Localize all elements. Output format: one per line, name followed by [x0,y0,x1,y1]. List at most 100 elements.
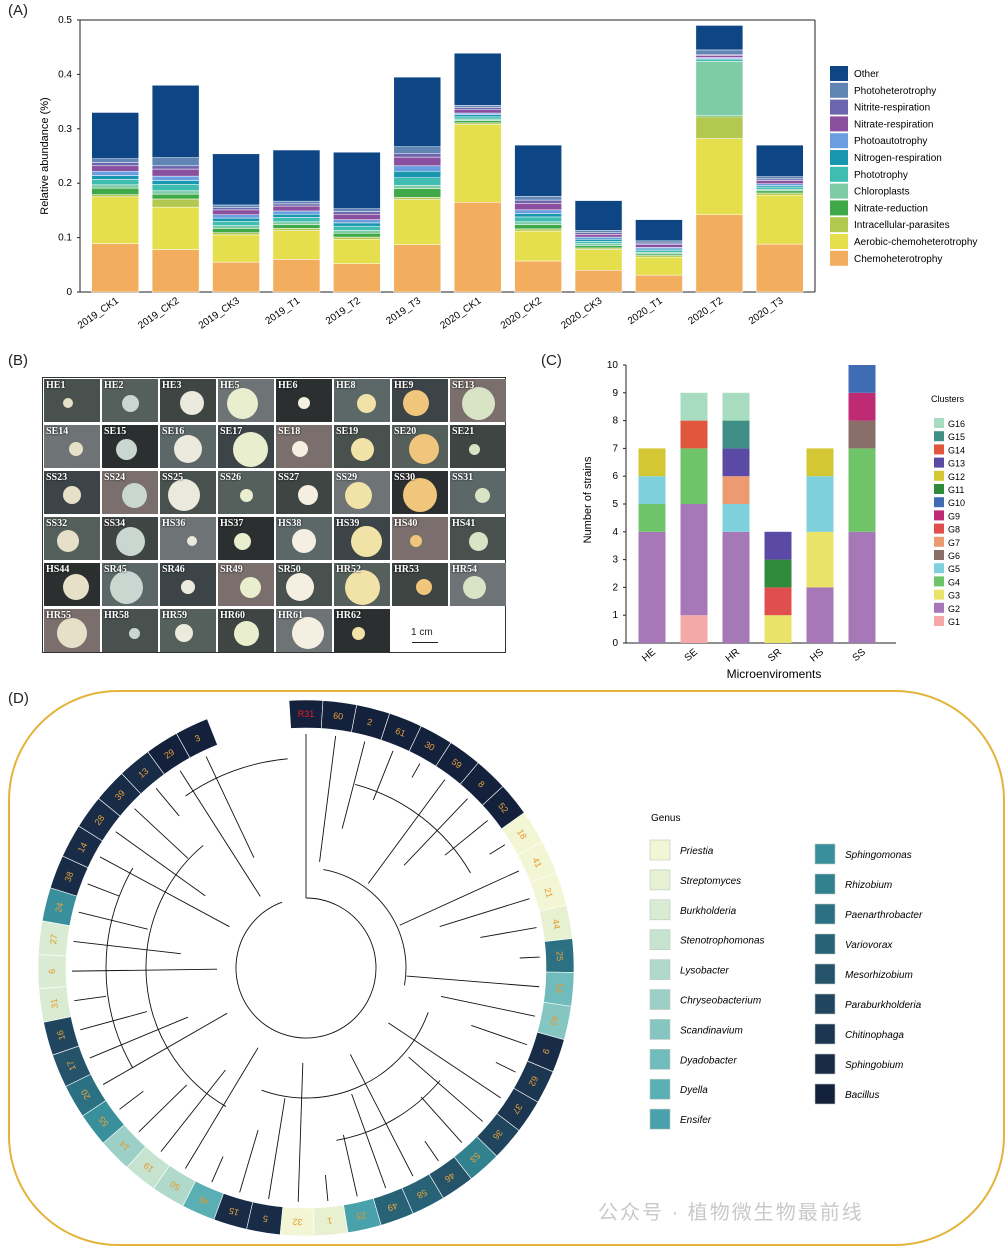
legend-label: G13 [948,459,965,469]
leaf-label: 25 [554,951,564,961]
x-tick-label: 2020_T3 [747,295,786,327]
colony-blob [468,531,488,551]
bar-segment [393,153,442,158]
legend-swatch [934,418,944,428]
legend-swatch [934,431,944,442]
x-tick-label: 2019_CK3 [197,295,242,331]
colony-label: HS36 [162,518,186,529]
x-tick-label: 2019_CK1 [76,295,121,331]
tree-branch [73,941,181,955]
colony-label: HR60 [220,610,245,621]
genus-legend-swatch [814,1083,836,1105]
colony-photo: SR50 [276,563,332,606]
colony-blob [403,478,437,512]
bar-segment [514,221,562,225]
x-tick-label: SR [766,647,784,664]
legend-swatch [830,234,848,249]
x-tick-label: 2019_T2 [324,295,363,327]
leaf-label: 59 [450,757,464,771]
leaf-label: 37 [510,1102,524,1116]
legend-label: Photoautotrophy [854,136,927,147]
bar-segment [212,204,260,208]
y-tick-label: 7 [612,443,618,454]
colony-photo: SS26 [218,471,274,514]
colony-label: SR46 [162,564,185,575]
bar-segment [635,244,683,248]
genus-legend-swatch [814,1053,836,1075]
y-axis-title: Number of strains [582,456,594,543]
y-tick-label: 6 [612,471,618,482]
bar-segment [393,199,442,245]
legend-label: G11 [948,485,964,495]
leaf-label: 15 [228,1205,240,1217]
colony-photo: SR45 [102,563,158,606]
colony-blob [121,394,139,412]
tree-branch [439,898,530,927]
bar-segment [635,256,683,276]
y-tick-label: 0 [612,638,618,649]
genus-legend-swatch [649,1108,671,1130]
bar-segment [722,504,750,532]
colony-label: HR53 [394,564,419,575]
tree-branch [420,1096,463,1143]
x-tick-label: SE [683,647,701,664]
leaf-label: 8 [476,779,487,790]
colony-photo: SS32 [44,517,100,560]
colony-image-grid: HE1 HE2 HE3 HE5 HE6 HE8 HE9 SE13 SE14 SE15 SE16 SE1… [42,377,506,653]
colony-photo: HE2 [102,379,158,422]
tree-branch [155,788,180,817]
bar-segment [453,124,502,203]
tree-clade-arc [185,758,288,797]
colony-label: HR54 [452,564,477,575]
bar-segment [151,175,200,181]
tree-branch [185,1047,259,1169]
colony-blob [181,580,195,594]
colony-label: HE6 [278,380,298,391]
leaf-label: 30 [423,739,437,753]
bar-segment [695,25,744,51]
bar-segment [393,76,442,148]
tree-branch [138,1084,188,1133]
bar-segment [212,225,260,229]
bar-segment [574,230,623,233]
x-tick-label: 2020_T2 [686,295,725,327]
genus-legend-label: Mesorhizobium [845,970,913,981]
colony-blob [351,626,365,640]
legend-label: G15 [948,432,965,442]
bar-segment [574,234,623,238]
colony-photo: HR62 [334,609,390,652]
bar-segment [680,448,708,504]
y-tick-label: 2 [612,582,618,593]
colony-photo: HR54 [450,563,506,606]
bar-segment [151,198,200,208]
tree-branch [406,975,540,988]
genus-legend-swatch [649,1078,671,1100]
y-tick-label: 1 [612,610,618,621]
tree-clade-arc [323,869,407,986]
bar-segment [514,199,562,204]
bar-segment [638,476,666,504]
bar-segment [91,187,139,195]
legend-swatch [934,510,944,521]
legend-label: G1 [948,617,960,627]
colony-photo: SE15 [102,425,158,468]
tree-branch [99,856,230,928]
colony-label: SE19 [336,426,359,437]
bar-segment [756,192,804,196]
genus-legend-label: Sphingobium [845,1060,903,1071]
genus-legend-label: Ensifer [680,1115,712,1126]
bar-segment [514,213,562,218]
bar-segment [756,180,804,184]
bar-segment [151,157,200,167]
tree-clade-arc [261,1012,429,1099]
colony-photo: SS31 [450,471,506,514]
tree-branch [78,911,148,930]
colony-label: HR59 [162,610,187,621]
bar-segment [91,196,139,244]
bar-segment [333,238,381,264]
phylogeny-panel-frame [8,690,1005,1246]
bar-segment [453,105,502,108]
tree-branch [411,763,421,778]
bar-segment [848,420,876,449]
bar-segment [514,203,562,211]
